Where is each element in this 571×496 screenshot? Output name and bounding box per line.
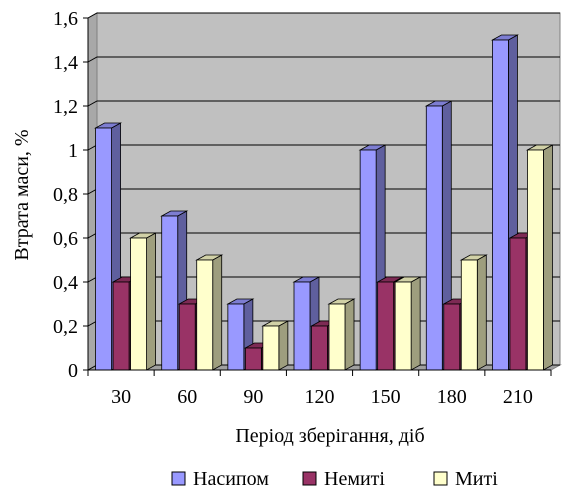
legend-label: Насипом: [193, 468, 269, 490]
bar: [459, 254, 488, 371]
legend: Насипом Немиті Миті: [171, 468, 498, 490]
y-tick-label: 0: [68, 360, 78, 382]
y-tick-label: 1: [68, 140, 78, 162]
legend-item: Миті: [433, 468, 498, 490]
bar-front: [509, 237, 527, 371]
legend-swatch: [171, 471, 186, 486]
y-tick-label: 1,4: [53, 52, 78, 74]
legend-item: Немиті: [302, 468, 385, 490]
bar: [525, 144, 554, 371]
bar-front: [262, 325, 280, 371]
bar-side: [146, 232, 156, 371]
x-tick-label: 60: [177, 386, 197, 408]
bar-side: [410, 276, 421, 371]
legend-item: Насипом: [171, 468, 269, 490]
legend-label: Немиті: [324, 468, 385, 490]
bar-front: [112, 281, 130, 371]
y-tick-label: 0,4: [53, 272, 78, 294]
y-axis-label: Втрата маси, %: [11, 129, 33, 260]
legend-swatch: [302, 471, 317, 486]
x-tick-label: 120: [305, 386, 335, 408]
bar-front: [394, 281, 412, 371]
bar-side: [278, 320, 289, 371]
bar-front: [425, 105, 443, 371]
y-tick-label: 0,2: [53, 316, 78, 338]
grid-line: [87, 100, 560, 107]
bar-front: [178, 303, 196, 371]
bar-side: [212, 254, 223, 371]
y-tick-label: 0,6: [53, 228, 78, 250]
x-tick-label: 30: [111, 386, 131, 408]
bar-side: [476, 254, 487, 371]
bar-front: [311, 325, 328, 371]
y-tick-label: 1,6: [53, 8, 78, 30]
bar-front: [161, 215, 179, 371]
bar-front: [95, 127, 112, 371]
y-tick-label: 0,8: [53, 184, 78, 206]
x-tick-labels: 30 60 90 120 150 180 210: [111, 386, 533, 408]
legend-label: Миті: [455, 468, 498, 490]
bar: [129, 232, 158, 371]
bar-front: [359, 149, 377, 371]
axes-layer: [83, 17, 552, 376]
grid-line: [87, 56, 560, 63]
legend-swatch: [433, 471, 448, 486]
bar: [424, 100, 453, 371]
grid-line: [87, 12, 560, 19]
bar-front: [492, 39, 509, 371]
bar-front: [130, 237, 147, 371]
bar-side: [543, 144, 553, 371]
x-tick-label: 210: [503, 386, 533, 408]
bar-front: [377, 281, 395, 371]
bar: [327, 298, 356, 371]
bar-front: [460, 259, 478, 371]
x-axis-label: Період зберігання, діб: [235, 425, 424, 447]
x-tick-label: 180: [437, 386, 467, 408]
x-tick-label: 90: [243, 386, 263, 408]
plot-walls: [86, 12, 562, 371]
bar-front: [244, 347, 262, 371]
bar-side: [344, 298, 355, 371]
y-tick-labels: 0 0,2 0,4 0,6 0,8 1 1,2 1,4 1,6: [53, 8, 78, 382]
x-tick-label: 150: [371, 386, 401, 408]
bar: [261, 320, 290, 371]
bar-front: [196, 259, 214, 371]
y-tick-label: 1,2: [53, 96, 78, 118]
bar-front: [328, 303, 346, 371]
bar-front: [527, 149, 544, 371]
bar: [393, 276, 422, 371]
bar: [195, 254, 224, 371]
bar-front: [293, 281, 311, 371]
bar-front: [227, 303, 245, 371]
bar-front: [443, 303, 461, 371]
